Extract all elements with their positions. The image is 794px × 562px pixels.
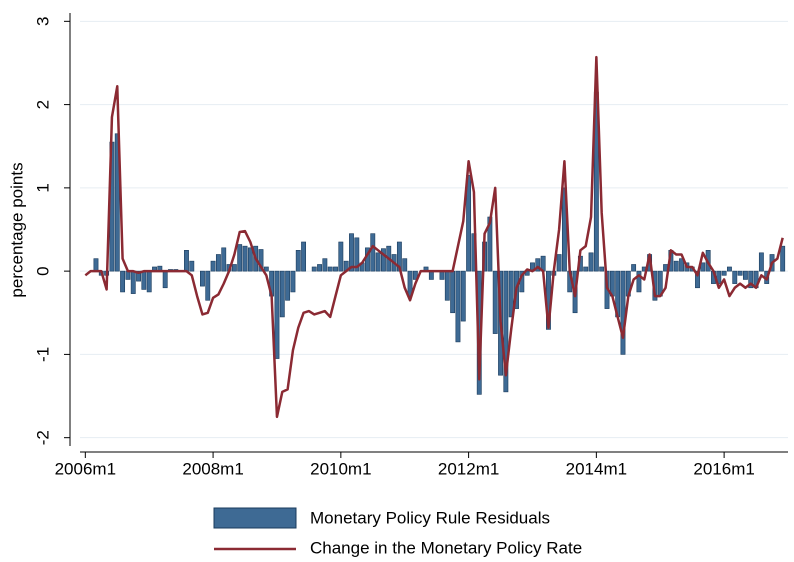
bar xyxy=(274,270,280,359)
bar xyxy=(93,258,99,272)
bar xyxy=(349,233,354,272)
legend-label: Change in the Monetary Policy Rate xyxy=(310,538,582,557)
bar xyxy=(285,270,291,301)
y-axis-title: percentage points xyxy=(7,162,26,297)
bar xyxy=(162,270,168,289)
bar xyxy=(455,270,461,343)
y-tick-label: 1 xyxy=(33,183,52,192)
bar xyxy=(354,237,360,272)
y-tick-label: -1 xyxy=(33,347,52,362)
y-tick-label: 0 xyxy=(33,266,52,275)
x-tick-label: 2012m1 xyxy=(438,459,499,478)
bar xyxy=(780,245,786,272)
bar xyxy=(673,260,679,272)
bar xyxy=(466,175,472,272)
bar xyxy=(620,270,626,355)
bar xyxy=(631,264,637,272)
line xyxy=(84,55,784,419)
bar xyxy=(588,252,594,272)
bar xyxy=(189,260,195,272)
bar xyxy=(375,252,381,272)
bar xyxy=(231,264,237,272)
x-tick-label: 2008m1 xyxy=(182,459,243,478)
bar xyxy=(370,233,376,272)
bar xyxy=(290,270,296,293)
bar xyxy=(114,133,120,272)
bar xyxy=(210,260,216,272)
x-tick-label: 2010m1 xyxy=(310,459,371,478)
bar xyxy=(583,266,589,272)
bar xyxy=(301,241,307,272)
bar xyxy=(279,270,285,318)
bar xyxy=(679,258,684,272)
bar xyxy=(263,266,269,272)
bar xyxy=(200,270,205,287)
bar xyxy=(599,266,605,272)
y-tick-label: 3 xyxy=(33,17,52,26)
y-tick-label: -2 xyxy=(33,430,52,445)
bar xyxy=(492,270,498,334)
x-tick-label: 2006m1 xyxy=(55,459,116,478)
bar xyxy=(327,266,333,272)
bar xyxy=(380,248,386,272)
bar xyxy=(412,270,418,280)
bar xyxy=(146,270,152,293)
bar xyxy=(258,249,264,272)
bar xyxy=(136,270,141,282)
bar xyxy=(402,258,408,272)
bar xyxy=(535,258,541,272)
bar xyxy=(508,270,514,318)
bar xyxy=(742,270,748,280)
bar xyxy=(184,250,189,272)
bar xyxy=(333,266,338,272)
legend-swatch xyxy=(213,507,297,529)
bar xyxy=(317,264,322,272)
bar xyxy=(721,270,727,276)
bar xyxy=(727,266,732,272)
bar xyxy=(141,270,147,290)
bar xyxy=(247,247,253,272)
bar xyxy=(242,245,248,272)
bar xyxy=(215,254,221,272)
bar xyxy=(503,270,509,393)
bar xyxy=(130,270,136,294)
bar xyxy=(732,270,738,284)
bar xyxy=(556,254,562,272)
bar xyxy=(748,270,754,289)
x-tick-label: 2016m1 xyxy=(693,459,754,478)
bar xyxy=(322,258,328,272)
bar xyxy=(311,266,317,272)
legend-label: Monetary Policy Rule Residuals xyxy=(310,508,550,527)
bar xyxy=(407,270,413,297)
bar xyxy=(237,244,243,272)
bar xyxy=(444,270,450,301)
bar xyxy=(205,270,211,301)
bar xyxy=(120,270,126,293)
y-tick-label: 2 xyxy=(33,100,52,109)
bar xyxy=(338,241,344,272)
bar xyxy=(758,252,764,272)
bar xyxy=(295,250,301,272)
bar xyxy=(221,247,227,272)
bar xyxy=(737,270,743,276)
bar xyxy=(450,270,456,314)
legend: Monetary Policy Rule Residuals Change in… xyxy=(213,507,582,557)
x-tick-label: 2014m1 xyxy=(566,459,627,478)
bar xyxy=(636,270,642,293)
bar xyxy=(460,270,466,322)
